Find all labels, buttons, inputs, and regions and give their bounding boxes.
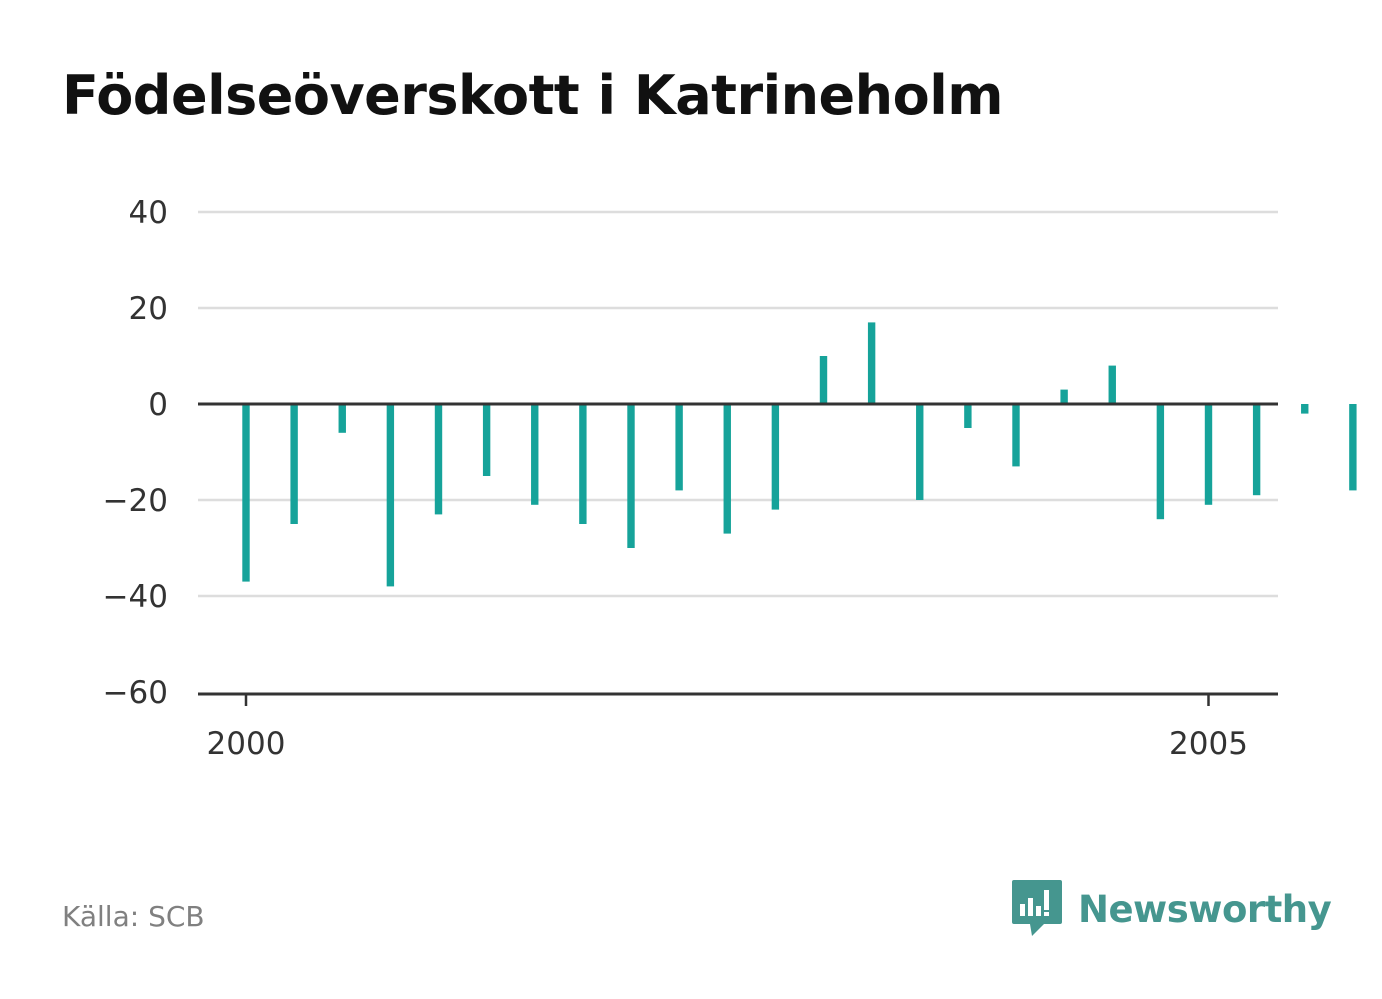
bar [675,404,683,491]
axes [198,402,1278,696]
bar [1301,404,1309,414]
bar [916,404,924,500]
bars [242,322,1357,587]
bar [1349,404,1357,491]
bar [1204,404,1213,505]
bar [1108,365,1116,404]
source-label: Källa: SCB [62,900,205,933]
y-tick-label: 0 [148,387,168,423]
y-tick-label: −20 [103,483,168,519]
y-tick-label: 40 [129,195,168,231]
grid-lines [198,210,1278,598]
x-tick-label: 2005 [1169,726,1248,762]
bar [627,404,635,548]
bar [579,404,587,524]
y-axis-ticks: 40 20 0 −20 −40 −60 [103,195,168,711]
bar [1156,404,1165,520]
bar [867,322,876,404]
brand-logo: Newsworthy [1010,878,1332,940]
bar [723,404,731,534]
bar [434,404,443,515]
bar [531,404,539,505]
bar [290,404,298,524]
brand-name: Newsworthy [1078,887,1332,931]
bar [1252,404,1261,496]
bar-chart-speech-bubble-icon [1012,880,1062,936]
bar [1012,404,1020,467]
x-axis-ticks: 200020052010201520202025 [207,694,1248,762]
bar [482,404,491,476]
chart-title: Födelseöverskott i Katrineholm [62,64,1003,127]
y-tick-label: −40 [103,579,168,615]
bar [819,356,828,404]
bar [964,404,972,428]
bar [386,404,395,587]
bar [1060,389,1068,404]
bar [242,404,250,582]
y-tick-label: 20 [129,291,168,327]
bar [338,404,346,433]
x-tick-label: 2000 [207,726,286,762]
bar [771,404,780,510]
y-tick-label: −60 [103,675,168,711]
